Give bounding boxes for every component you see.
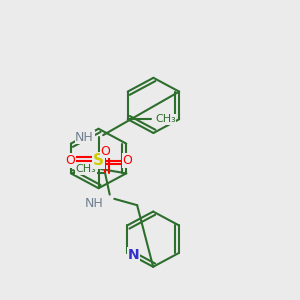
Text: N: N [127, 248, 139, 262]
Text: O: O [100, 145, 110, 158]
Text: NH: NH [75, 131, 94, 144]
Text: O: O [122, 154, 132, 167]
Text: O: O [65, 154, 75, 167]
Text: NH: NH [85, 197, 104, 210]
Text: S: S [93, 153, 104, 168]
Text: CH₃: CH₃ [76, 164, 97, 174]
Text: CH₃: CH₃ [155, 114, 176, 124]
